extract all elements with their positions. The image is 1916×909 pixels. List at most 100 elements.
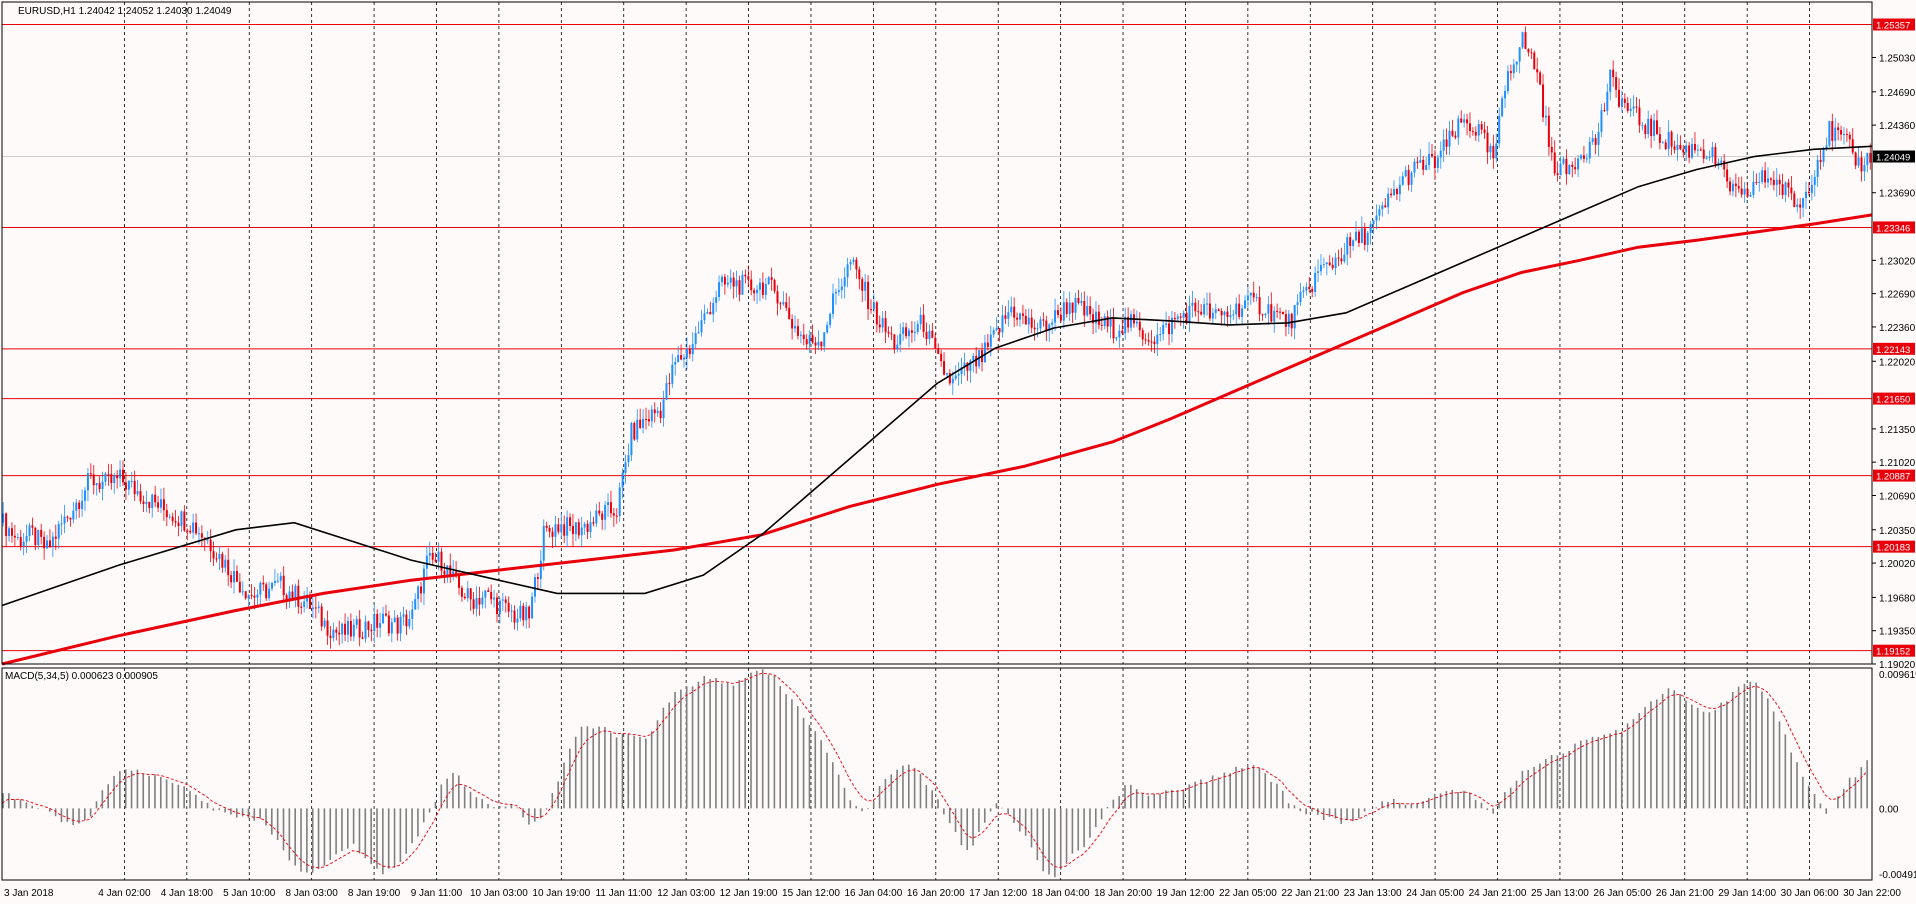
candle-body: [92, 474, 95, 486]
x-tick-label: 4 Jan 02:00: [98, 888, 151, 899]
candle-body: [209, 539, 212, 552]
candle-body: [466, 588, 469, 599]
x-tick-label: 24 Jan 21:00: [1469, 888, 1527, 899]
candle-body: [1556, 173, 1559, 176]
candle-body: [986, 342, 989, 347]
candle-body: [5, 513, 8, 536]
candle-body: [446, 565, 449, 575]
candle-body: [1699, 149, 1702, 151]
candle-body: [1407, 170, 1410, 185]
candle-body: [1448, 130, 1451, 147]
candle-body: [197, 533, 200, 535]
candle-body: [48, 540, 51, 547]
candle-body: [180, 511, 183, 526]
candle-body: [726, 282, 729, 285]
candle-body: [858, 269, 861, 280]
candle-body: [773, 280, 776, 292]
candle-body: [785, 302, 788, 308]
candle-body: [1127, 316, 1130, 328]
candle-body: [154, 494, 157, 503]
candle-body: [382, 613, 385, 624]
candle-body: [1539, 72, 1542, 85]
candle-body: [1246, 295, 1249, 301]
candle-body: [1270, 304, 1273, 322]
candle-body: [1130, 314, 1133, 328]
candle-body: [1813, 176, 1816, 185]
candle-body: [142, 501, 145, 505]
candle-body: [855, 259, 858, 270]
candle-body: [460, 587, 463, 597]
candle-body: [983, 342, 986, 363]
candle-body: [463, 596, 466, 599]
candle-body: [884, 318, 887, 332]
candle-body: [615, 515, 618, 517]
candle-body: [662, 399, 665, 419]
candle-body: [1039, 319, 1042, 329]
candle-body: [843, 277, 846, 287]
candle-body: [1395, 188, 1398, 195]
candle-body: [268, 588, 271, 599]
candle-body: [1688, 145, 1691, 158]
candle-body: [557, 524, 560, 532]
candle-body: [113, 475, 116, 484]
candle-body: [1851, 139, 1854, 153]
candle-body: [148, 501, 151, 509]
candle-body: [358, 619, 361, 638]
candle-body: [1772, 179, 1775, 185]
candle-body: [1623, 98, 1626, 103]
candle-body: [621, 472, 624, 488]
candle-body: [1024, 315, 1027, 325]
candle-body: [1775, 179, 1778, 185]
candle-body: [1276, 310, 1279, 312]
y-tick-label: 1.21350: [1879, 425, 1916, 436]
candle-body: [1296, 302, 1299, 305]
candle-body: [1153, 341, 1156, 345]
candle-body: [1802, 198, 1805, 208]
y-tick-label: 1.23020: [1879, 256, 1916, 267]
y-tick-label: 1.20350: [1879, 526, 1916, 537]
candle-body: [133, 480, 136, 495]
candle-body: [1121, 330, 1124, 334]
candle-body: [1577, 158, 1580, 170]
candle-body: [1191, 302, 1194, 306]
candle-body: [1279, 311, 1282, 313]
candle-body: [1594, 138, 1597, 145]
candle-body: [779, 303, 782, 305]
candle-body: [1173, 317, 1176, 320]
candle-body: [1612, 69, 1615, 78]
x-tick-label: 10 Jan 19:00: [532, 888, 590, 899]
candle-body: [758, 282, 761, 290]
candle-body: [794, 326, 797, 329]
candle-body: [861, 279, 864, 291]
candle-body: [1281, 311, 1284, 315]
x-tick-label: 17 Jan 12:00: [969, 888, 1027, 899]
candle-body: [811, 335, 814, 343]
candle-body: [1787, 182, 1790, 188]
candle-body: [1819, 159, 1822, 162]
candle-body: [633, 422, 636, 440]
candle-body: [1807, 191, 1810, 194]
level-label: 1.22143: [1876, 345, 1910, 356]
candle-body: [989, 334, 992, 347]
candle-body: [119, 469, 122, 479]
candle-body: [2, 513, 5, 523]
candle-body: [373, 613, 376, 632]
candle-body: [1714, 147, 1717, 166]
candle-body: [867, 281, 870, 310]
candle-body: [329, 635, 332, 639]
candle-body: [206, 539, 209, 541]
candle-body: [101, 481, 104, 490]
candle-body: [1743, 188, 1746, 195]
candle-body: [1536, 69, 1539, 73]
candle-body: [928, 330, 931, 340]
candle-body: [744, 274, 747, 277]
candle-body: [650, 409, 653, 422]
candle-body: [1170, 317, 1173, 335]
level-label: 1.21650: [1876, 395, 1910, 406]
candle-body: [1723, 160, 1726, 170]
candle-body: [1591, 138, 1594, 142]
candle-body: [1059, 314, 1062, 321]
candle-body: [1430, 153, 1433, 157]
candle-body: [630, 422, 633, 456]
candle-body: [1220, 311, 1223, 316]
